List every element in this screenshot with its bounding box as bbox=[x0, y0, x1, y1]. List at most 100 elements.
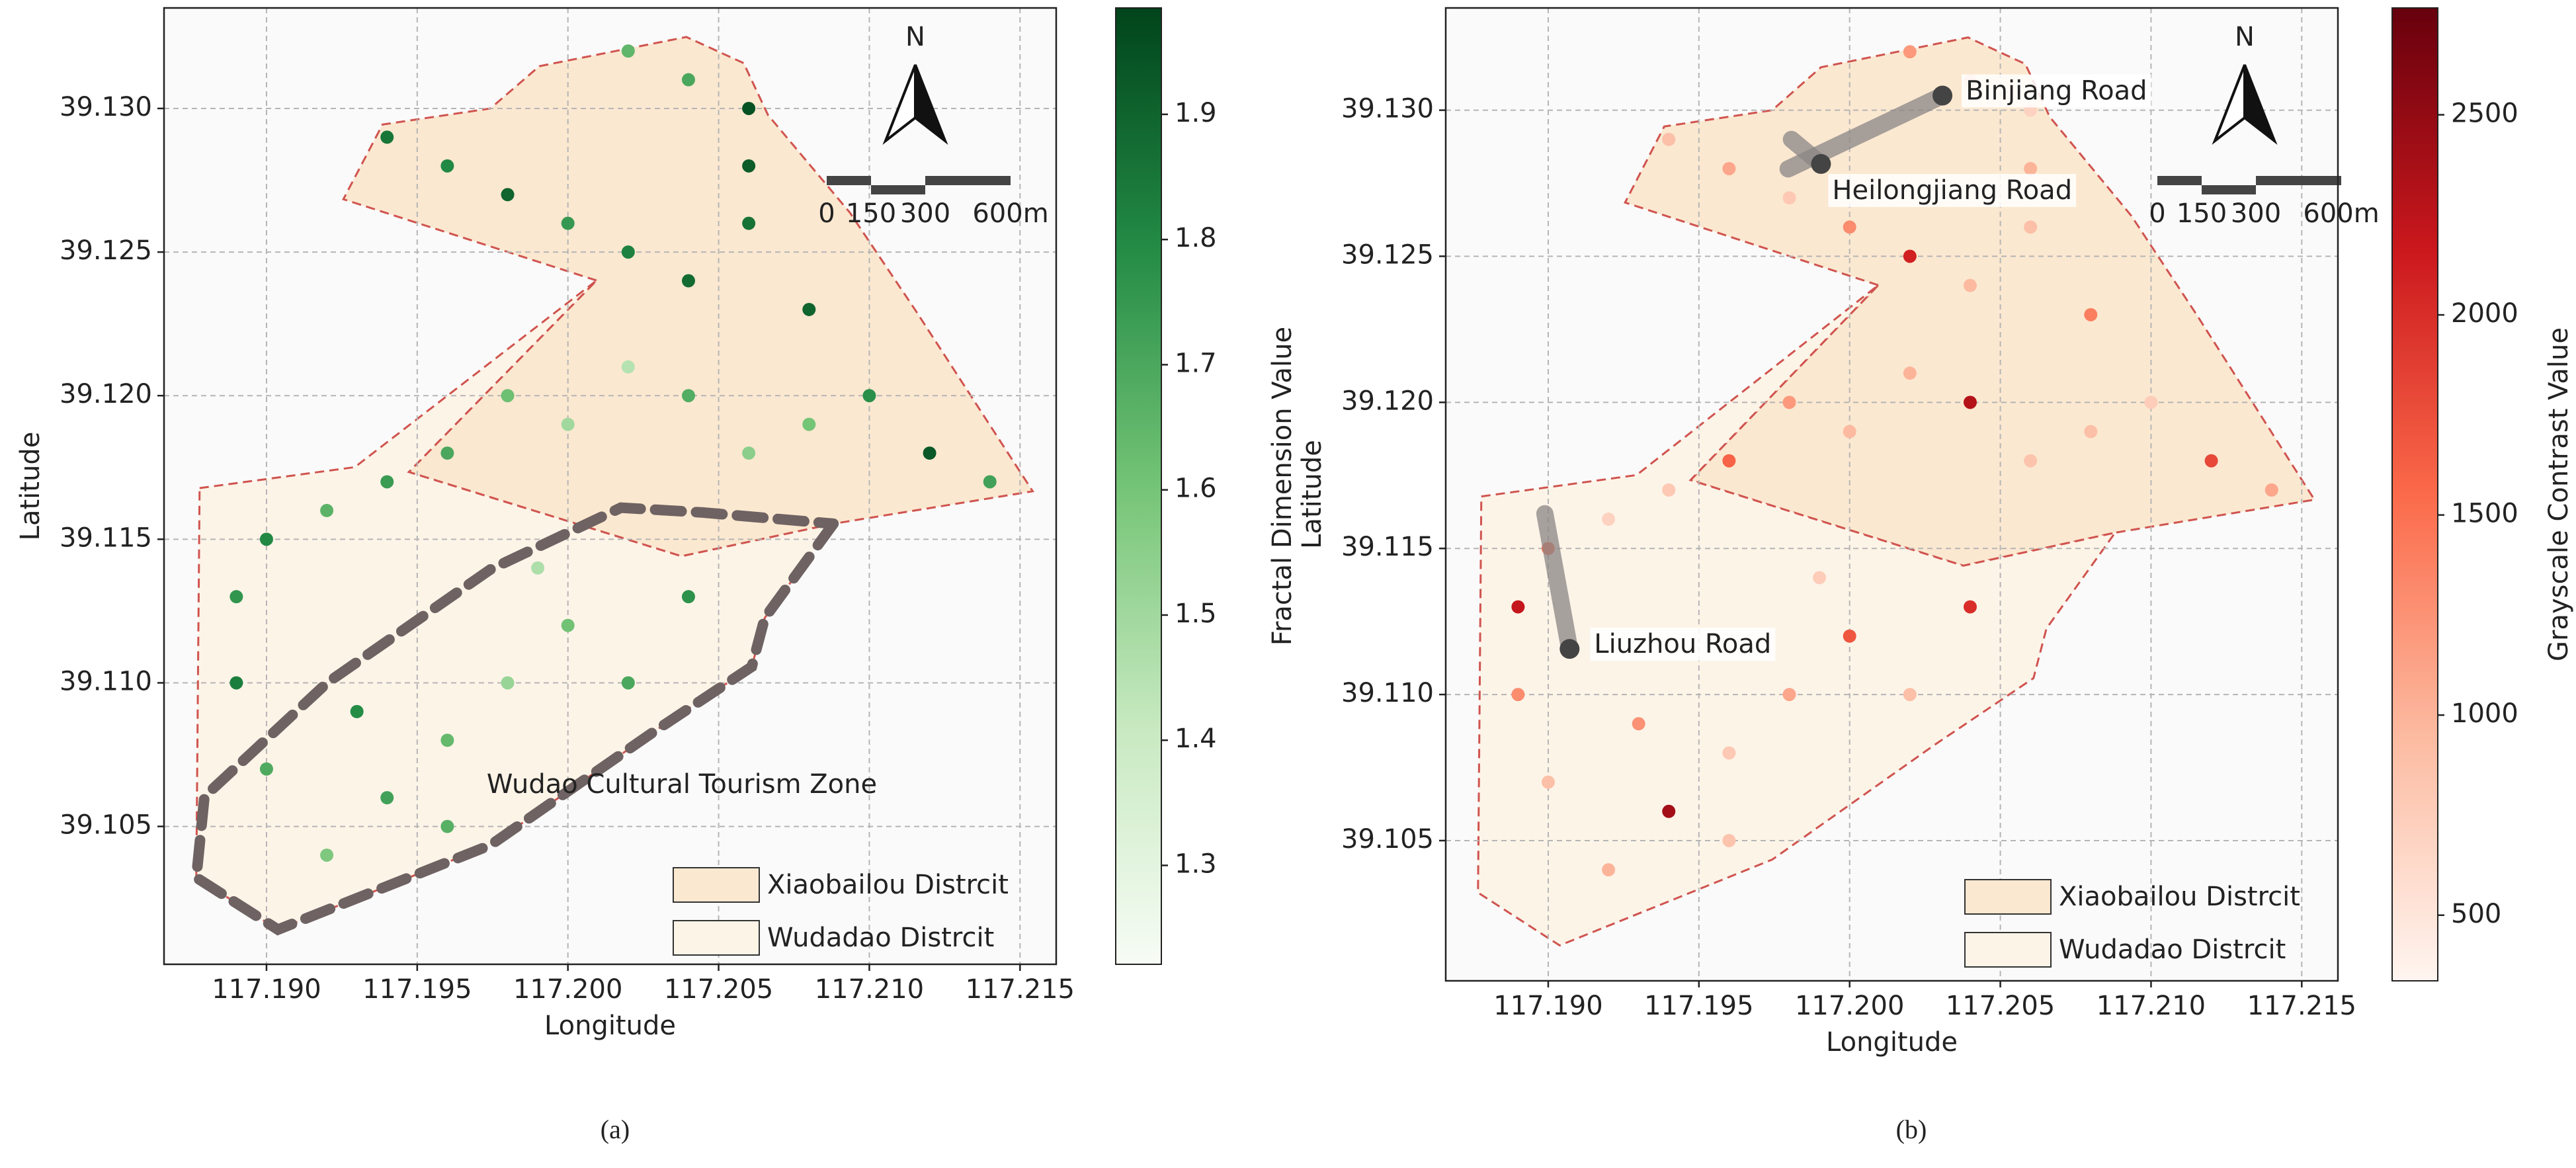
road-label: Binjiang Road bbox=[1966, 76, 2147, 106]
scale-bar-segment bbox=[925, 176, 1011, 185]
colorbar bbox=[2391, 7, 2438, 981]
street-point bbox=[380, 130, 394, 144]
colorbar-tick-label: 1.4 bbox=[1175, 724, 1217, 754]
street-point bbox=[742, 446, 756, 460]
legend-swatch bbox=[673, 920, 760, 956]
road-label-background bbox=[1962, 74, 2151, 108]
x-tick-label: 117.205 bbox=[1946, 991, 2055, 1021]
scale-bar-segment bbox=[827, 176, 871, 185]
y-tick-label: 39.130 bbox=[1341, 94, 1434, 124]
plot-frame bbox=[163, 7, 1058, 966]
x-tick-label: 117.210 bbox=[2097, 991, 2206, 1021]
y-tick-label: 39.110 bbox=[1341, 678, 1434, 708]
street-point bbox=[621, 676, 635, 690]
scale-bar-label: 150 bbox=[846, 198, 896, 229]
colorbar-tick-label: 1.8 bbox=[1175, 223, 1217, 253]
colorbar-tick-label: 2000 bbox=[2451, 298, 2518, 329]
panel-label: (a) bbox=[601, 1114, 630, 1144]
street-point bbox=[1782, 191, 1796, 205]
x-axis-label: Longitude bbox=[1826, 1027, 1958, 1058]
street-point bbox=[440, 819, 454, 833]
colorbar-tick-label: 1.3 bbox=[1175, 849, 1217, 879]
colorbar-tick-label: 500 bbox=[2451, 899, 2501, 929]
street-point bbox=[1843, 629, 1856, 643]
road-label-background bbox=[1590, 628, 1776, 661]
district-area bbox=[1477, 284, 2118, 947]
legend-label: Xiaobailou Distrcit bbox=[767, 870, 1009, 900]
street-point bbox=[1722, 161, 1736, 175]
street-point bbox=[1541, 775, 1555, 789]
street-point bbox=[2204, 454, 2218, 468]
colorbar-tick-label: 1000 bbox=[2451, 698, 2518, 729]
street-point bbox=[561, 417, 575, 431]
street-point bbox=[1903, 688, 1917, 702]
legend-label: Xiaobailou Distrcit bbox=[2059, 882, 2300, 912]
street-point bbox=[1903, 45, 1917, 59]
street-point bbox=[380, 791, 394, 805]
zone-label: Wudao Cultural Tourism Zone bbox=[487, 769, 877, 800]
road-end bbox=[1932, 85, 1953, 106]
colorbar bbox=[1115, 7, 1162, 965]
y-tick-label: 39.105 bbox=[60, 810, 152, 841]
street-point bbox=[621, 360, 635, 374]
street-point bbox=[440, 159, 454, 173]
street-point bbox=[742, 101, 756, 115]
street-point bbox=[501, 389, 515, 403]
street-point bbox=[621, 44, 635, 58]
colorbar-tick-label: 1.9 bbox=[1175, 98, 1217, 128]
scale-bar-label: 0 bbox=[818, 198, 835, 229]
north-label: N bbox=[2235, 22, 2255, 52]
colorbar-label: Fractal Dimension Value bbox=[1267, 327, 1298, 646]
street-point bbox=[2024, 454, 2038, 468]
zone-boundary bbox=[190, 502, 839, 936]
road-end bbox=[1811, 153, 1831, 174]
colorbar-tick-label: 1.5 bbox=[1175, 599, 1217, 629]
legend-swatch bbox=[1964, 932, 2052, 968]
y-tick-label: 39.125 bbox=[1341, 239, 1434, 270]
street-point bbox=[440, 446, 454, 460]
x-tick-label: 117.200 bbox=[513, 974, 622, 1005]
street-point bbox=[229, 676, 243, 690]
legend-label: Wudadao Distrcit bbox=[767, 923, 994, 953]
scale-bar-segment bbox=[2256, 176, 2341, 185]
scale-bar-label: 150 bbox=[2177, 198, 2227, 229]
street-point bbox=[1602, 513, 1616, 526]
x-tick-label: 117.195 bbox=[362, 974, 472, 1005]
street-point bbox=[1813, 571, 1827, 585]
y-tick-label: 39.110 bbox=[60, 666, 152, 696]
street-point bbox=[681, 274, 695, 288]
street-point bbox=[229, 590, 243, 604]
north-arrow-right bbox=[914, 64, 948, 146]
street-point bbox=[259, 532, 273, 546]
x-tick-label: 117.210 bbox=[815, 974, 924, 1005]
street-point bbox=[1963, 396, 1977, 409]
scale-bar-segment bbox=[2202, 185, 2256, 194]
x-tick-label: 117.215 bbox=[966, 974, 1075, 1005]
street-point bbox=[2084, 425, 2098, 438]
street-point bbox=[1722, 454, 1736, 468]
street-point bbox=[742, 159, 756, 173]
scale-bar-label: 0 bbox=[2149, 198, 2165, 229]
colorbar-label: Grayscale Contrast Value bbox=[2544, 327, 2574, 661]
street-point bbox=[2024, 161, 2038, 175]
colorbar-tick-label: 2500 bbox=[2451, 99, 2518, 129]
street-point bbox=[2264, 483, 2278, 497]
colorbar-tick-label: 1.7 bbox=[1175, 348, 1217, 378]
north-arrow-right bbox=[2243, 64, 2278, 146]
street-point bbox=[1632, 717, 1645, 731]
y-tick-label: 39.130 bbox=[60, 92, 152, 122]
road-label: Liuzhou Road bbox=[1594, 629, 1771, 659]
street-point bbox=[1602, 863, 1616, 877]
street-point bbox=[2024, 220, 2038, 234]
street-point bbox=[1903, 366, 1917, 380]
street-point bbox=[983, 475, 997, 489]
street-point bbox=[742, 216, 756, 230]
map-panel: Wudao Cultural Tourism Zone N 0 150 300 600m X… bbox=[15, 7, 1298, 1144]
street-point bbox=[501, 676, 515, 690]
road-end bbox=[1559, 639, 1580, 659]
street-point bbox=[1662, 132, 1676, 146]
street-point bbox=[2084, 308, 2098, 321]
street-point bbox=[1843, 425, 1856, 438]
street-point bbox=[380, 475, 394, 489]
street-point bbox=[561, 216, 575, 230]
